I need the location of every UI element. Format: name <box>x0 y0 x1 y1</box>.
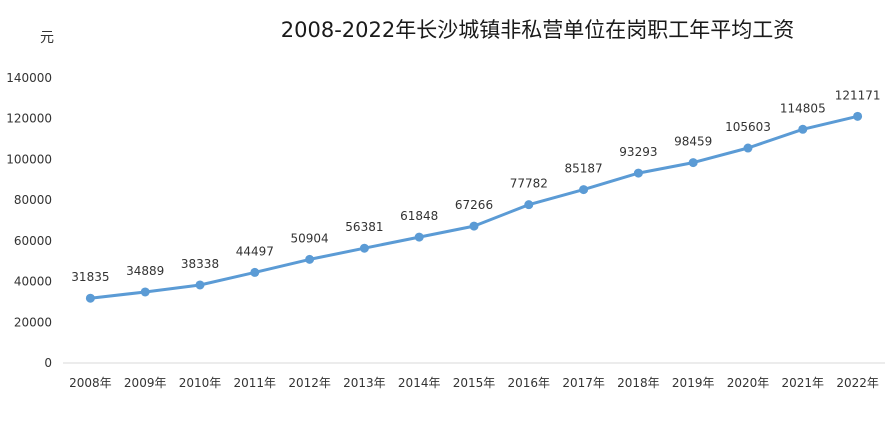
data-label: 77782 <box>510 177 548 191</box>
data-label: 56381 <box>345 220 383 234</box>
data-point <box>195 280 205 290</box>
data-point <box>524 200 534 210</box>
data-label: 85187 <box>565 162 603 176</box>
x-tick-label: 2015年 <box>453 376 496 390</box>
x-tick-label: 2014年 <box>398 376 441 390</box>
data-point <box>853 111 863 121</box>
x-tick-label: 2012年 <box>288 376 331 390</box>
y-tick-label: 140000 <box>6 71 52 85</box>
y-axis-unit: 元 <box>40 30 54 46</box>
x-tick-label: 2011年 <box>234 376 277 390</box>
x-tick-label: 2008年 <box>69 376 112 390</box>
y-tick-label: 40000 <box>14 275 52 289</box>
x-tick-label: 2022年 <box>836 376 879 390</box>
data-point <box>140 287 150 297</box>
data-label: 61848 <box>400 209 438 223</box>
y-tick-label: 20000 <box>14 315 52 329</box>
data-label: 114805 <box>780 101 826 115</box>
data-point <box>688 158 698 168</box>
y-tick-label: 120000 <box>6 112 52 126</box>
data-point <box>469 221 479 231</box>
data-label: 31835 <box>71 270 109 284</box>
data-point <box>250 267 260 277</box>
y-tick-label: 80000 <box>14 193 52 207</box>
data-label: 34889 <box>126 264 164 278</box>
x-tick-label: 2021年 <box>782 376 825 390</box>
data-point <box>579 185 589 195</box>
data-point <box>633 168 643 178</box>
data-label: 67266 <box>455 198 493 212</box>
x-tick-label: 2020年 <box>727 376 770 390</box>
data-label: 98459 <box>674 135 712 149</box>
data-point <box>305 254 315 264</box>
x-tick-label: 2017年 <box>562 376 605 390</box>
data-label: 50904 <box>291 231 329 245</box>
data-point <box>85 293 95 303</box>
x-tick-label: 2016年 <box>508 376 551 390</box>
data-point <box>414 232 424 242</box>
data-label: 38338 <box>181 257 219 271</box>
chart-title: 2008-2022年长沙城镇非私营单位在岗职工年平均工资 <box>280 18 795 42</box>
data-label: 44497 <box>236 244 274 258</box>
x-tick-label: 2013年 <box>343 376 386 390</box>
data-point <box>359 243 369 253</box>
data-label: 105603 <box>725 120 771 134</box>
x-tick-label: 2018年 <box>617 376 660 390</box>
x-tick-label: 2010年 <box>179 376 222 390</box>
y-tick-label: 0 <box>44 356 52 370</box>
x-tick-label: 2009年 <box>124 376 167 390</box>
data-point <box>798 124 808 134</box>
data-point <box>743 143 753 153</box>
data-label: 121171 <box>835 88 881 102</box>
y-tick-label: 60000 <box>14 234 52 248</box>
x-tick-label: 2019年 <box>672 376 715 390</box>
data-label: 93293 <box>619 145 657 159</box>
y-tick-label: 100000 <box>6 152 52 166</box>
